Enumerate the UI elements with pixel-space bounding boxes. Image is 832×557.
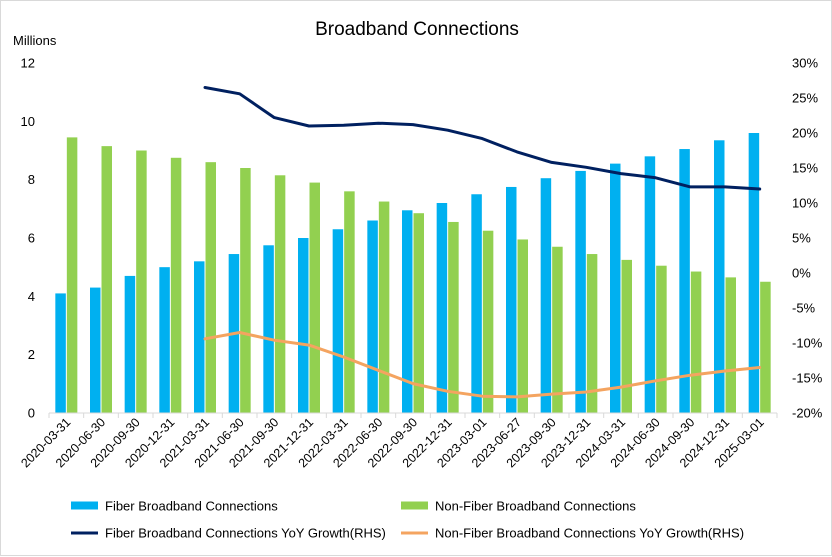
- fiber-bar-2020-09-30: [124, 275, 136, 413]
- fiber-bar-2024-06-30: [644, 156, 656, 414]
- legend-non-fiber-bars-label: Non-Fiber Broadband Connections: [435, 499, 636, 514]
- y-axis-tick-label: 10: [21, 114, 35, 129]
- y-axis-tick-label: 8: [28, 172, 35, 187]
- non-fiber-bar-2022-12-31: [448, 221, 459, 413]
- legend-fiber-yoy-line-label: Fiber Broadband Connections YoY Growth(R…: [105, 526, 386, 541]
- legend-non-fiber-yoy-line-label: Non-Fiber Broadband Connections YoY Grow…: [435, 526, 744, 541]
- non-fiber-bar-2021-06-30: [240, 168, 251, 413]
- y-axis-tick-label: 0: [28, 406, 35, 421]
- y2-axis-tick-label: -10%: [792, 336, 823, 351]
- non-fiber-bar-2021-03-31: [205, 162, 216, 413]
- non-fiber-bar-2020-09-30: [136, 150, 147, 413]
- y2-axis-tick-label: 25%: [792, 91, 818, 106]
- y2-axis-tick-label: -15%: [792, 371, 823, 386]
- legend-fiber-bars-swatch: [71, 501, 98, 510]
- non-fiber-bar-2025-03-01: [760, 281, 771, 413]
- non-fiber-bar-2023-03-01: [482, 230, 494, 413]
- fiber-bar-2024-12-31: [714, 140, 725, 413]
- legend-fiber-bars-label: Fiber Broadband Connections: [105, 499, 278, 514]
- fiber-bar-2022-09-30: [402, 210, 413, 413]
- y-axis-tick-label: 4: [28, 289, 35, 304]
- non-fiber-bar-2020-06-30: [101, 146, 112, 413]
- fiber-bar-2020-06-30: [90, 287, 101, 413]
- y-axis-tick-label: 6: [28, 231, 35, 246]
- non-fiber-bar-2022-06-30: [378, 201, 390, 413]
- fiber-bar-2021-03-31: [194, 261, 205, 413]
- fiber-bar-2023-12-31: [575, 170, 586, 413]
- legend-non-fiber-bars-swatch: [401, 501, 428, 510]
- fiber-bar-2020-03-31: [55, 293, 66, 413]
- fiber-bar-2020-12-31: [159, 267, 170, 413]
- y2-axis-tick-label: 20%: [792, 126, 818, 141]
- fiber-bar-2024-03-31: [610, 163, 621, 413]
- fiber-bar-2022-12-31: [436, 203, 448, 413]
- non-fiber-yoy-growth-line: [203, 331, 762, 399]
- y2-axis-tick-label: 0%: [792, 266, 811, 281]
- non-fiber-bar-2020-03-31: [66, 137, 78, 413]
- non-fiber-bar-2021-12-31: [309, 182, 320, 413]
- chart-title: Broadband Connections: [315, 19, 519, 40]
- fiber-bar-2025-03-01: [748, 133, 760, 413]
- fiber-bar-2023-03-01: [471, 194, 482, 413]
- y-axis-tick-label: 2: [28, 347, 35, 362]
- fiber-bar-2023-06-27: [506, 186, 517, 413]
- non-fiber-bar-2022-03-31: [344, 191, 355, 413]
- non-fiber-bar-2024-06-30: [656, 265, 667, 413]
- non-fiber-bar-2024-03-31: [621, 259, 632, 413]
- non-fiber-bar-2021-09-30: [274, 175, 286, 413]
- fiber-bar-2023-09-30: [540, 178, 552, 413]
- non-fiber-bar-2022-09-30: [413, 213, 424, 413]
- fiber-bar-2022-06-30: [367, 220, 378, 413]
- y2-axis-tick-label: -5%: [792, 301, 816, 316]
- non-fiber-bar-2020-12-31: [170, 157, 182, 413]
- y2-axis-tick-label: 30%: [792, 56, 818, 71]
- fiber-yoy-growth-line: [203, 86, 762, 191]
- fiber-bar-2021-09-30: [263, 245, 274, 413]
- y-axis-unit-label: Millions: [13, 33, 57, 48]
- fiber-bar-2022-03-31: [332, 229, 344, 413]
- y2-axis-tick-label: 5%: [792, 231, 811, 246]
- non-fiber-bar-2023-06-27: [517, 239, 528, 413]
- non-fiber-bar-2023-09-30: [552, 246, 563, 413]
- non-fiber-bar-2024-12-31: [725, 277, 736, 413]
- fiber-bar-2021-12-31: [298, 238, 309, 413]
- fiber-bar-2024-09-30: [679, 149, 690, 413]
- y2-axis-tick-label: -20%: [792, 406, 823, 421]
- y2-axis-tick-label: 10%: [792, 196, 818, 211]
- y2-axis-tick-label: 15%: [792, 161, 818, 176]
- non-fiber-bar-2023-12-31: [586, 254, 598, 413]
- non-fiber-bar-2024-09-30: [690, 271, 702, 413]
- y-axis-tick-label: 12: [21, 56, 35, 71]
